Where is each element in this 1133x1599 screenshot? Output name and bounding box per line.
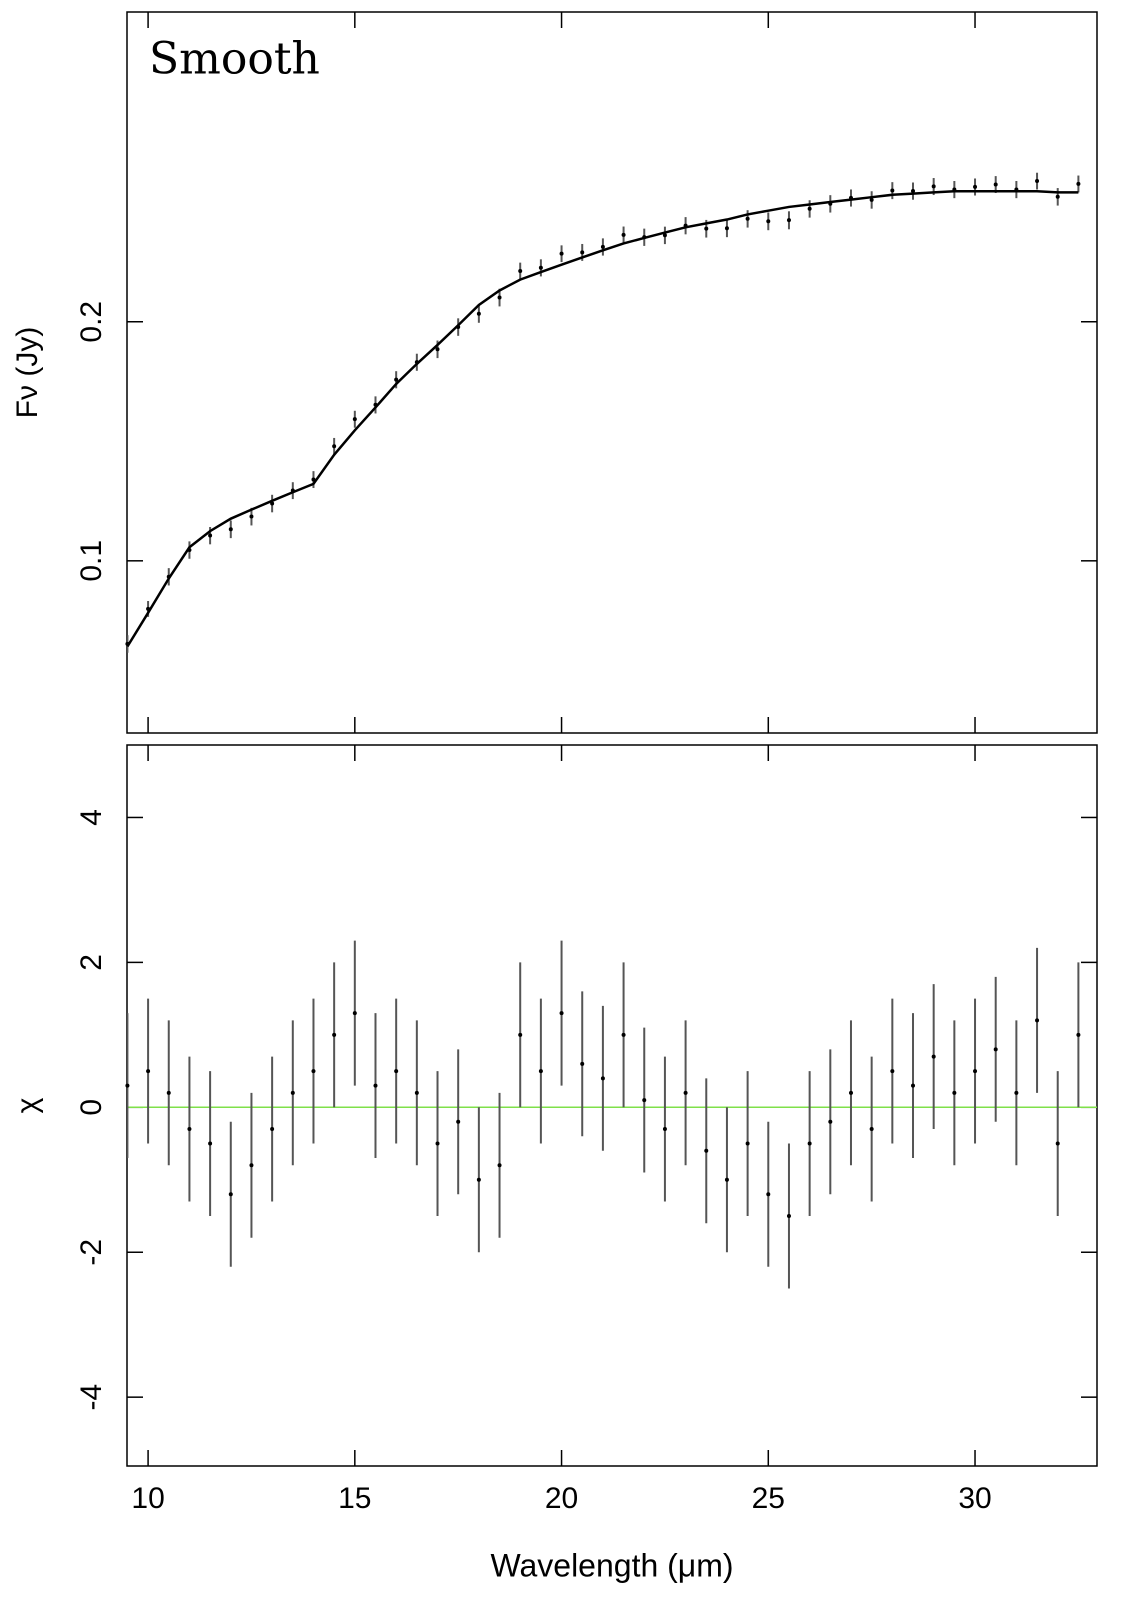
data-point [208,1141,213,1146]
y-tick-label: 0.2 [75,301,108,343]
data-point [538,1069,543,1074]
data-point [973,1069,978,1074]
data-point [724,226,729,231]
data-point [228,1192,233,1197]
data-point [931,1054,936,1059]
data-point [911,1083,916,1088]
x-tick-label: 15 [338,1482,371,1515]
y-tick-label: -2 [75,1239,108,1266]
data-point [166,1090,171,1095]
data-point [580,250,585,255]
data-point [1035,178,1040,183]
data-point [600,1076,605,1081]
y-tick-label: 0 [75,1099,108,1116]
data-point [807,206,812,211]
data-point [497,1163,502,1168]
data-point [249,514,254,519]
data-point [704,226,709,231]
data-point [208,533,213,538]
data-point [1076,1032,1081,1037]
x-tick-label: 25 [752,1482,785,1515]
data-point [497,295,502,300]
data-point [952,1090,957,1095]
data-point [1014,1090,1019,1095]
data-point [476,311,481,316]
data-point [311,1069,316,1074]
data-point [1055,1141,1060,1146]
data-point [869,1127,874,1132]
data-point [807,1141,812,1146]
data-point [270,1127,275,1132]
data-point [352,417,357,422]
data-point [518,1032,523,1037]
x-tick-label: 30 [958,1482,991,1515]
data-point [559,1011,564,1016]
data-point [249,1163,254,1168]
data-point [869,197,874,202]
data-point [1055,194,1060,199]
data-point [683,1090,688,1095]
x-tick-label: 20 [545,1482,578,1515]
y-tick-label: -4 [75,1384,108,1411]
data-point [538,265,543,270]
data-point [559,251,564,256]
data-point [600,244,605,249]
data-point [621,1032,626,1037]
data-point [911,189,916,194]
data-point [125,1083,130,1088]
data-point [890,188,895,193]
data-point [766,219,771,224]
data-point [931,184,936,189]
data-point [848,1090,853,1095]
data-point [973,184,978,189]
data-point [373,1083,378,1088]
data-point [704,1148,709,1153]
data-point [290,1090,295,1095]
data-point [993,182,998,187]
data-point [662,1127,667,1132]
data-point [580,1061,585,1066]
data-point [766,1192,771,1197]
data-point [745,1141,750,1146]
data-point [435,1141,440,1146]
data-point [642,1098,647,1103]
data-point [332,1032,337,1037]
data-point [518,269,523,274]
annotation: Smooth [149,34,320,85]
x-axis-label: Wavelength (μm) [490,1547,733,1583]
data-point [724,1177,729,1182]
data-point [786,218,791,223]
model-line [127,189,1079,648]
data-point [394,1069,399,1074]
data-point [435,347,440,352]
y-axis-label: χ [11,1097,44,1113]
x-tick-label: 10 [131,1482,164,1515]
data-point [228,527,233,532]
data-point [1035,1018,1040,1023]
data-point [456,1119,461,1124]
data-point [828,1119,833,1124]
plot-frame [126,11,1098,734]
data-point [662,233,667,238]
data-point [993,1047,998,1052]
data-point [414,1090,419,1095]
data-point [332,444,337,449]
data-point [394,377,399,382]
y-tick-label: 0.1 [75,540,108,582]
data-point [187,1127,192,1132]
data-point [786,1214,791,1219]
y-tick-label: 2 [75,954,108,971]
data-point [745,216,750,221]
data-point [621,232,626,237]
data-point [352,1011,357,1016]
y-axis-label: Fν (Jy) [11,327,44,419]
data-point [1076,181,1081,186]
data-point [890,1069,895,1074]
data-point [146,1069,151,1074]
y-tick-label: 4 [75,809,108,826]
data-point [476,1177,481,1182]
